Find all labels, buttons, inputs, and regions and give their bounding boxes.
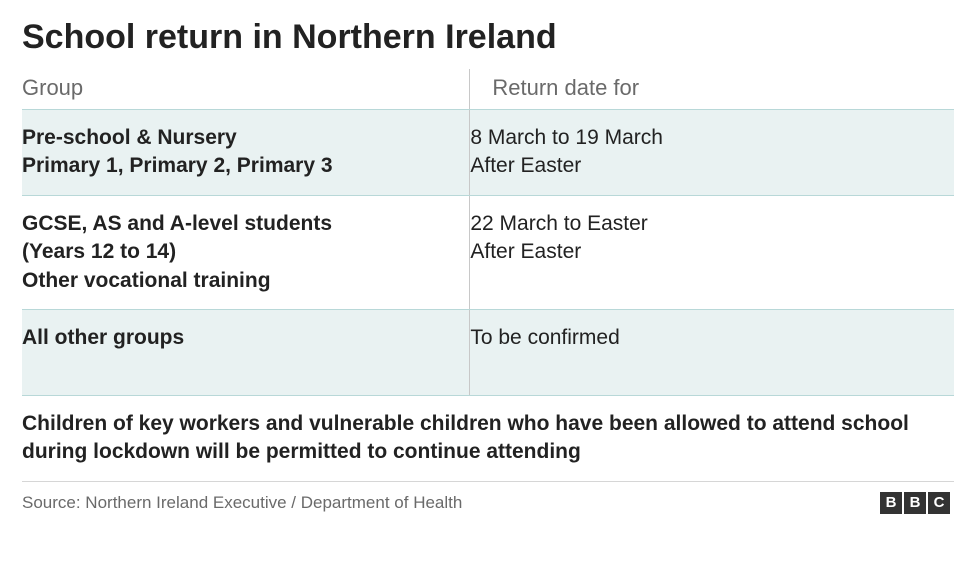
schedule-table: Group Return date for Pre-school & Nurse… [22,69,954,396]
column-header-date: Return date for [469,69,954,109]
table-row: GCSE, AS and A-level students(Years 12 t… [22,196,954,310]
footnote: Children of key workers and vulnerable c… [22,396,954,482]
cell-group: GCSE, AS and A-level students(Years 12 t… [22,196,469,309]
logo-letter: B [904,492,926,514]
logo-letter: B [880,492,902,514]
page-title: School return in Northern Ireland [22,18,954,57]
column-header-group: Group [22,69,469,109]
cell-date: To be confirmed [469,310,954,395]
table-header-row: Group Return date for [22,69,954,110]
table-row: All other groups To be confirmed [22,310,954,396]
footer: Source: Northern Ireland Executive / Dep… [22,482,954,514]
bbc-logo: B B C [880,492,950,514]
logo-letter: C [928,492,950,514]
cell-date: 8 March to 19 MarchAfter Easter [469,110,954,195]
cell-group: All other groups [22,310,469,395]
source-text: Source: Northern Ireland Executive / Dep… [22,493,462,513]
table-row: Pre-school & NurseryPrimary 1, Primary 2… [22,110,954,196]
cell-date: 22 March to EasterAfter Easter [469,196,954,309]
infographic-container: School return in Northern Ireland Group … [0,0,976,514]
cell-group: Pre-school & NurseryPrimary 1, Primary 2… [22,110,469,195]
